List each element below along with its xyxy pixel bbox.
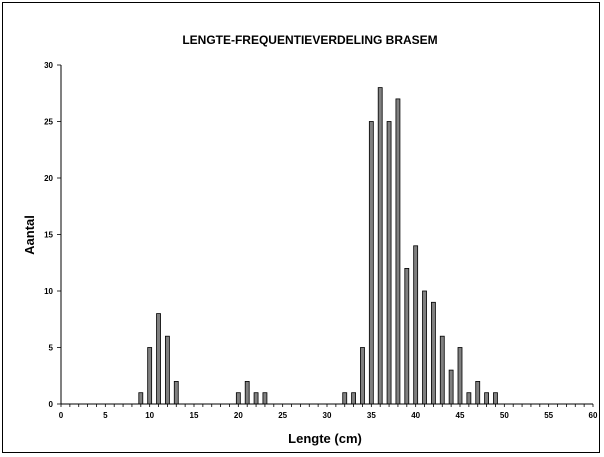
bar-47: [475, 380, 481, 405]
y-tick-label-20: 20: [44, 174, 53, 183]
y-tick-label-25: 25: [44, 118, 53, 127]
x-tick-label-15: 15: [190, 411, 199, 420]
bar-11: [156, 313, 161, 405]
y-tick-label-15: 15: [44, 231, 53, 240]
bar-34: [360, 347, 365, 405]
bar-37: [386, 121, 392, 405]
x-tick-label-30: 30: [323, 411, 332, 420]
x-axis-label: Lengte (cm): [288, 431, 362, 446]
bar-36: [377, 87, 383, 405]
axes-group: [60, 65, 593, 405]
bar-35: [368, 121, 374, 405]
bar-21: [244, 380, 250, 405]
bar-38: [395, 98, 401, 405]
y-tick-label-5: 5: [49, 344, 54, 353]
chart-title: LENGTE-FREQUENTIEVERDELING BRASEM: [182, 33, 437, 47]
x-tick-label-60: 60: [589, 411, 598, 420]
x-tick-label-40: 40: [411, 411, 420, 420]
x-tick-label-35: 35: [367, 411, 376, 420]
chart-frame: [2, 2, 600, 453]
x-tick-label-50: 50: [500, 411, 509, 420]
x-tick-label-0: 0: [59, 411, 64, 420]
bar-44: [448, 369, 454, 405]
bar-22: [253, 392, 259, 405]
x-tick-label-5: 5: [103, 411, 108, 420]
bar-20: [235, 392, 241, 405]
y-tick-label-0: 0: [49, 400, 54, 409]
bar-12: [164, 335, 170, 405]
y-axis-label: Aantal: [22, 215, 37, 255]
bar-39: [404, 267, 410, 405]
x-tick-label-25: 25: [278, 411, 287, 420]
x-tick-label-20: 20: [234, 411, 243, 420]
bars-group: [138, 87, 498, 405]
bar-48: [484, 392, 490, 405]
bar-13: [173, 380, 179, 405]
x-tick-label-10: 10: [145, 411, 154, 420]
bar-23: [262, 392, 268, 405]
bar-43: [439, 335, 445, 405]
bar-33: [351, 392, 357, 405]
bar-40: [413, 245, 419, 405]
y-tick-label-10: 10: [44, 287, 53, 296]
bar-42: [430, 301, 436, 405]
bar-49: [493, 392, 498, 405]
x-tick-label-45: 45: [456, 411, 465, 420]
x-tick-label-55: 55: [544, 411, 553, 420]
bar-32: [342, 392, 348, 405]
y-tick-label-30: 30: [44, 61, 53, 70]
ticks-group: 0 5 10 15 20 25 30 35 40 45 50 55 60 0 5 10 15 20 25 30: [44, 61, 598, 420]
bar-9: [138, 392, 144, 405]
bar-10: [147, 347, 153, 405]
bar-46: [466, 392, 472, 405]
bar-41: [422, 290, 427, 405]
bar-45: [457, 347, 463, 405]
